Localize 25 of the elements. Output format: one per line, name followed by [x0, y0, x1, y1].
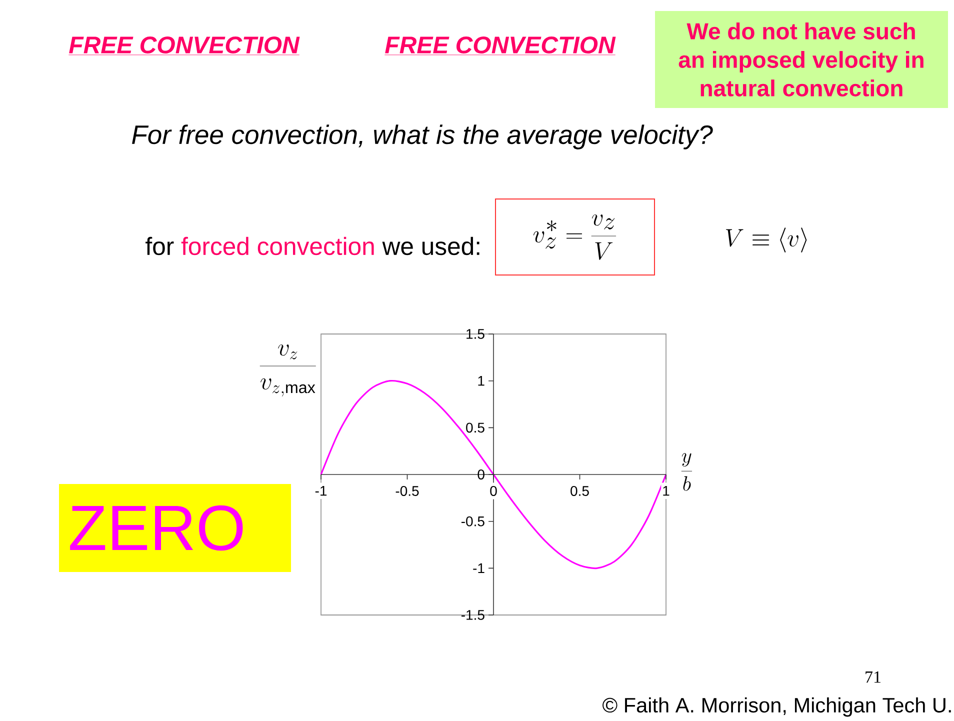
x-tick-label: -1: [315, 486, 327, 496]
text: forced convection: [181, 236, 374, 256]
text: for: [146, 236, 174, 256]
text: we used:: [382, 236, 480, 256]
text: © Faith A. Morrison, Michigan Tech U.: [602, 697, 951, 717]
y-tick-label: 1: [478, 376, 484, 386]
text: We do not have such an imposed velocity in natural convection: [678, 22, 924, 96]
y-axis-title: $\frac{v_z}{v_{z,\mathrm{max}}}$: [260, 344, 316, 396]
x-axis-title: $\frac{y}{b}$: [681, 453, 692, 491]
text: $v_z^* = \frac{v_z}{V}$: [533, 214, 616, 260]
x-tick-label: 1: [663, 486, 670, 496]
text: 71: [866, 671, 880, 683]
y-tick-label: 1.5: [466, 329, 484, 339]
chart-subtitle: For free convection, what is the average velocity?: [132, 124, 713, 150]
x-tick-label: 0.5: [570, 486, 589, 496]
x-tick-label: -0.5: [396, 486, 419, 496]
text: $V \equiv \langle v \rangle$: [726, 228, 807, 252]
y-tick-label: -1: [473, 563, 484, 573]
x-tick-label: 0: [490, 486, 497, 496]
y-tick-label: -0.5: [461, 516, 484, 526]
y-tick-label: -1.5: [461, 610, 484, 620]
text: FREE CONVECTION: [385, 36, 616, 54]
y-tick-label: 0.5: [466, 422, 484, 433]
chart-title: FREE CONVECTION: [69, 36, 300, 54]
text: ZERO: [70, 505, 243, 551]
